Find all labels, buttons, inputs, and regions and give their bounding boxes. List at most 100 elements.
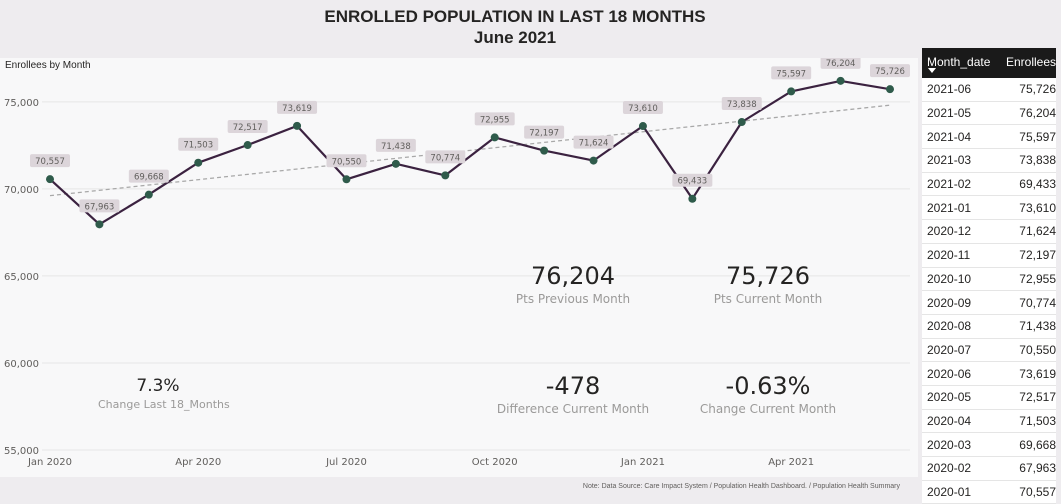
table-row[interactable]: 2021-05 76,204 (922, 102, 1056, 126)
enrollees-line-chart: 55,000 60,000 65,000 70,000 75,000 Jan 2020 Ap… (4, 58, 910, 468)
table-row[interactable]: 2021-02 69,433 (922, 173, 1056, 197)
series-line (49, 79, 891, 226)
cell-month-date: 2021-03 (927, 153, 972, 168)
data-point (441, 171, 450, 180)
data-label-background (771, 66, 812, 80)
cell-month-date: 2021-05 (927, 106, 972, 121)
table-row[interactable]: 2021-06 75,726 (922, 78, 1056, 102)
kpi-current-month: 75,726 Pts Current Month (698, 262, 838, 306)
kpi-label: Difference Current Month (496, 402, 650, 416)
table-row[interactable]: 2020-08 71,438 (922, 315, 1056, 339)
table-row[interactable]: 2020-02 67,963 (922, 457, 1056, 481)
report-title: ENROLLED POPULATION IN LAST 18 MONTHS Ju… (0, 6, 1030, 48)
cell-enrollees: 76,204 (1019, 106, 1056, 121)
x-tick-label: Jan 2020 (27, 457, 72, 468)
cell-month-date: 2021-02 (927, 177, 972, 192)
x-tick-label: Jul 2020 (325, 457, 367, 468)
table-row[interactable]: 2020-10 72,955 (922, 268, 1056, 292)
data-label-background (524, 125, 565, 139)
cell-month-date: 2021-06 (927, 82, 972, 97)
table-row[interactable]: 2020-06 73,619 (922, 362, 1056, 386)
kpi-value: 76,204 (531, 262, 615, 290)
cell-month-date: 2020-11 (927, 248, 971, 263)
data-point (836, 76, 845, 85)
kpi-change-month: -0.63% Change Current Month (688, 372, 848, 416)
data-label-background (277, 100, 318, 114)
data-label: 69,433 (677, 177, 707, 187)
y-tick-label: 60,000 (4, 359, 39, 370)
table-row[interactable]: 2020-04 71,503 (922, 410, 1056, 434)
x-tick-label: Oct 2020 (472, 457, 518, 468)
x-tick-label: Jan 2021 (620, 457, 665, 468)
cell-month-date: 2020-12 (927, 224, 972, 239)
data-source-note: Note: Data Source: Care Impact System / … (582, 483, 900, 490)
data-label: 67,963 (85, 202, 115, 212)
chart-panel (0, 58, 918, 477)
data-label-background (870, 64, 910, 78)
cell-month-date: 2020-08 (927, 319, 972, 334)
sort-descending-icon[interactable] (928, 68, 936, 73)
cell-enrollees: 71,438 (1019, 319, 1056, 334)
x-tick-label: Apr 2020 (175, 457, 221, 468)
kpi-label: Change Current Month (699, 402, 837, 416)
cell-month-date: 2020-03 (927, 437, 972, 452)
data-point (688, 194, 697, 203)
kpi-change-18-months: 7.3% Change Last 18_Months (98, 376, 230, 411)
table-row[interactable]: 2021-01 73,610 (922, 196, 1056, 221)
data-label: 75,726 (875, 67, 905, 77)
cell-month-date: 2021-04 (927, 129, 972, 144)
cell-month-date: 2020-01 (927, 485, 972, 500)
data-label-background (326, 154, 367, 168)
table-row[interactable]: 2020-07 70,550 (922, 339, 1056, 363)
kpi-value: 7.3% (136, 376, 180, 396)
cell-enrollees: 70,774 (1019, 295, 1056, 310)
table-row[interactable]: 2020-11 72,197 (922, 244, 1056, 268)
data-point (243, 141, 252, 150)
table-row[interactable]: 2021-03 73,838 (922, 149, 1056, 173)
table-row[interactable]: 2021-04 75,597 (922, 125, 1056, 150)
data-label: 71,438 (381, 142, 411, 152)
data-point (391, 159, 400, 168)
cell-enrollees: 69,433 (1019, 177, 1056, 192)
data-point (737, 118, 746, 127)
table-row[interactable]: 2020-03 69,668 (922, 433, 1056, 457)
kpi-label: Change Last 18_Months (98, 398, 230, 411)
data-point (194, 158, 203, 167)
cell-month-date: 2021-01 (927, 200, 972, 215)
title-line-1: ENROLLED POPULATION IN LAST 18 MONTHS (324, 7, 706, 26)
column-header-enrollees[interactable]: Enrollees (1005, 55, 1056, 69)
data-label: 75,597 (776, 69, 806, 79)
cell-enrollees: 75,597 (1019, 129, 1056, 144)
cell-enrollees: 70,550 (1019, 342, 1056, 357)
table-row[interactable]: 2020-01 70,557 (922, 481, 1056, 504)
title-line-2: June 2021 (473, 28, 557, 47)
kpi-prev-month: 76,204 Pts Previous Month (503, 262, 643, 306)
data-label-background (721, 97, 762, 111)
table-row[interactable]: 2020-05 72,517 (922, 386, 1056, 410)
data-point (638, 122, 647, 131)
column-header-month[interactable]: Month_date (922, 48, 1001, 78)
data-label-background (227, 120, 268, 134)
data-label: 73,619 (282, 104, 312, 114)
data-point (589, 156, 598, 165)
cell-month-date: 2020-07 (927, 342, 972, 357)
kpi-label: Pts Current Month (713, 292, 823, 306)
cell-enrollees: 69,668 (1019, 437, 1056, 452)
data-label: 69,668 (134, 173, 164, 183)
kpi-difference-month: -478 Difference Current Month (493, 372, 653, 416)
table-row[interactable]: 2020-09 70,774 (922, 291, 1056, 315)
cell-month-date: 2020-09 (927, 295, 972, 310)
data-label: 70,774 (430, 153, 460, 163)
data-label-background (622, 101, 663, 115)
kpi-value: 75,726 (726, 262, 810, 290)
data-point (540, 146, 549, 155)
cell-month-date: 2020-02 (927, 461, 972, 476)
data-label-background (375, 138, 416, 152)
cell-month-date: 2020-04 (927, 413, 972, 428)
data-label: 72,517 (233, 123, 263, 133)
cell-enrollees: 71,624 (1019, 224, 1056, 239)
cell-month-date: 2020-10 (927, 271, 972, 286)
chart-title: Enrollees by Month (5, 60, 91, 71)
cell-enrollees: 73,610 (1019, 200, 1056, 215)
table-row[interactable]: 2020-12 71,624 (922, 220, 1056, 244)
